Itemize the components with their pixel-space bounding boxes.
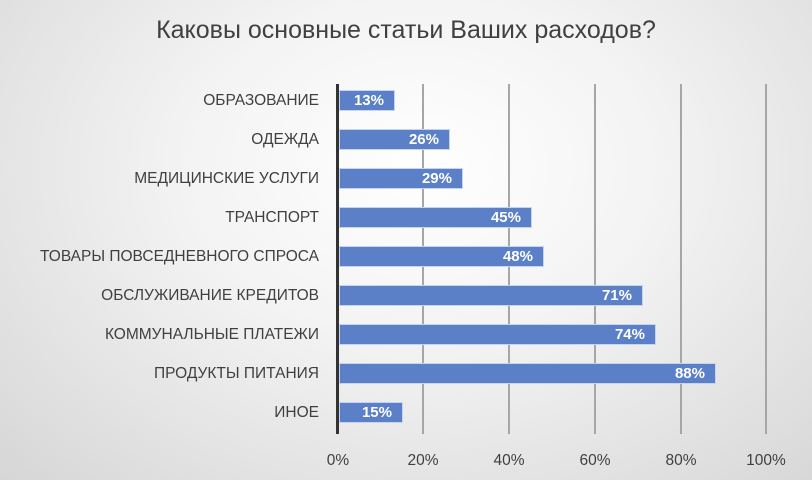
- value-label: 15%: [361, 404, 392, 421]
- gridline-100: [765, 84, 767, 434]
- category-label: ТОВАРЫ ПОВСЕДНЕВНОГО СПРОСА: [40, 248, 319, 265]
- bar: 13%: [339, 90, 395, 111]
- category-label: ПРОДУКТЫ ПИТАНИЯ: [154, 365, 319, 382]
- value-label: 74%: [614, 326, 645, 343]
- bar: 15%: [339, 402, 403, 423]
- category-label: МЕДИЦИНСКИЕ УСЛУГИ: [134, 170, 319, 187]
- value-label: 48%: [502, 248, 533, 265]
- value-label: 88%: [674, 365, 705, 382]
- chart-title: Каковы основные статьи Ваших расходов?: [156, 16, 656, 44]
- x-tick-label: 60%: [579, 452, 611, 469]
- value-label: 26%: [408, 131, 439, 148]
- gridline-80: [680, 84, 682, 434]
- category-label: ОБРАЗОВАНИЕ: [203, 92, 319, 109]
- x-tick-label: 80%: [665, 452, 697, 469]
- bar: 88%: [339, 363, 716, 384]
- x-tick-label: 40%: [493, 452, 525, 469]
- x-tick-label: 100%: [746, 452, 786, 469]
- bar: 26%: [339, 129, 450, 150]
- bar: 29%: [339, 168, 463, 189]
- bar: 71%: [339, 285, 643, 306]
- value-label: 29%: [421, 170, 452, 187]
- bar: 45%: [339, 207, 532, 228]
- category-label: ОДЕЖДА: [251, 131, 319, 148]
- x-tick-label: 20%: [407, 452, 439, 469]
- value-label: 13%: [353, 92, 384, 109]
- gridline-60: [594, 84, 596, 434]
- value-label: 71%: [601, 287, 632, 304]
- category-axis-line: [336, 84, 339, 434]
- bar: 48%: [339, 246, 544, 267]
- x-tick-label: 0%: [326, 452, 350, 469]
- bar: 74%: [339, 324, 656, 345]
- category-label: ОБСЛУЖИВАНИЕ КРЕДИТОВ: [101, 287, 319, 304]
- category-label: КОММУНАЛЬНЫЕ ПЛАТЕЖИ: [104, 326, 319, 343]
- value-label: 45%: [490, 209, 521, 226]
- category-label: ТРАНСПОРТ: [225, 209, 319, 226]
- category-label: ИНОЕ: [274, 404, 319, 421]
